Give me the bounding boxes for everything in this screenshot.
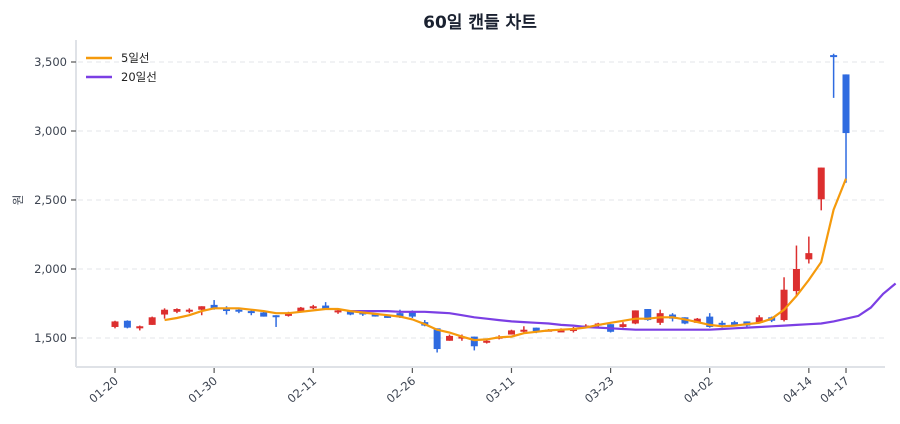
candle xyxy=(148,316,156,325)
chart-title: 60일 캔들 차트 xyxy=(423,13,537,33)
ma20-line xyxy=(350,282,897,331)
y-tick-label: 1,500 xyxy=(34,331,67,345)
candle xyxy=(520,326,528,333)
candle xyxy=(123,320,131,329)
candle xyxy=(792,245,800,296)
x-tick-label: 04-14 xyxy=(780,374,815,406)
x-tick-label: 02-26 xyxy=(384,374,419,406)
legend-ma5-label: 5일선 xyxy=(121,51,149,65)
candle xyxy=(161,308,169,319)
candle xyxy=(309,304,317,310)
axes xyxy=(75,40,885,368)
candle xyxy=(631,310,639,325)
ma5-line xyxy=(164,178,848,342)
x-tick-label: 02-11 xyxy=(285,374,320,406)
candle xyxy=(830,53,838,98)
grid-lines xyxy=(78,61,885,339)
candle xyxy=(136,325,144,331)
y-axis-ticks: 1,500 2,000 2,500 3,000 3,500 xyxy=(34,55,76,345)
candle xyxy=(470,336,478,351)
candle xyxy=(817,167,825,211)
x-tick-label: 03-11 xyxy=(483,374,518,406)
candle xyxy=(322,302,330,310)
candle xyxy=(446,334,454,341)
y-tick-label: 3,000 xyxy=(34,124,67,138)
x-axis-ticks: 01-20 01-30 02-11 02-26 03-11 03-23 04-02 04-14… xyxy=(86,368,852,406)
candle xyxy=(433,328,441,353)
candle xyxy=(334,309,342,314)
x-tick-label: 01-20 xyxy=(86,374,121,406)
y-tick-label: 2,500 xyxy=(34,193,67,207)
candle xyxy=(272,315,280,327)
candle xyxy=(619,322,627,328)
legend: 5일선 20일선 xyxy=(86,51,157,84)
x-tick-label: 04-02 xyxy=(681,374,716,406)
candle xyxy=(507,329,515,335)
y-tick-label: 2,000 xyxy=(34,262,67,276)
candle xyxy=(842,74,850,183)
x-tick-label: 04-17 xyxy=(817,374,852,406)
candle xyxy=(111,320,119,329)
candle xyxy=(780,277,788,322)
y-tick-label: 3,500 xyxy=(34,55,67,69)
y-axis-label: 원 xyxy=(11,195,25,206)
candle xyxy=(805,236,813,264)
legend-ma20-label: 20일선 xyxy=(121,70,157,84)
candle xyxy=(185,308,193,314)
x-tick-label: 01-30 xyxy=(185,374,220,406)
candle xyxy=(173,308,181,314)
candle xyxy=(260,311,268,317)
x-tick-label: 03-23 xyxy=(582,374,617,406)
